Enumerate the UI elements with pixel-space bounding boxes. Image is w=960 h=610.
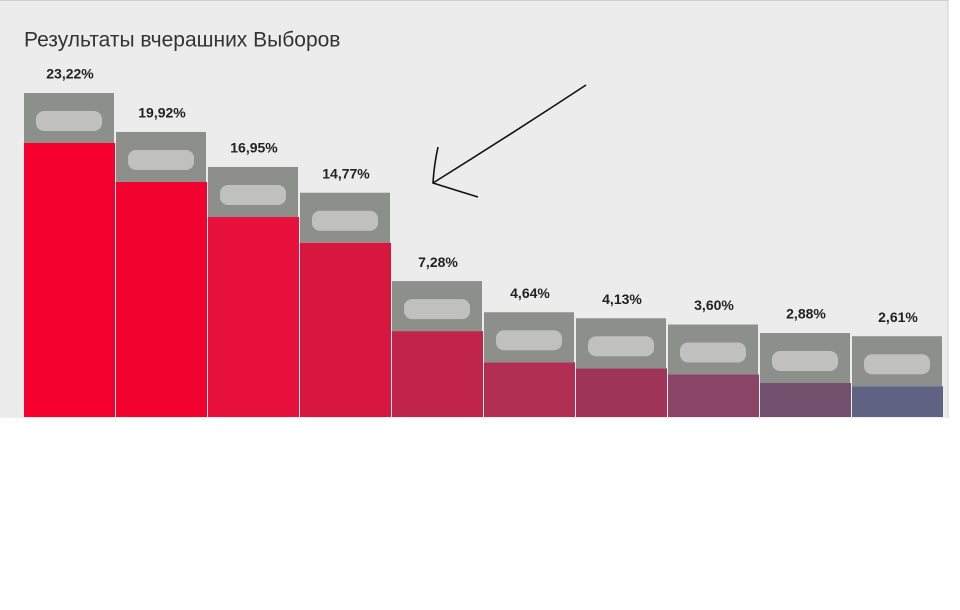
bar (116, 181, 207, 417)
bar-photo-detail (128, 149, 194, 170)
value-label: 2,88% (786, 306, 826, 322)
bar (852, 386, 943, 417)
bar (300, 242, 391, 417)
value-label: 2,61% (878, 309, 918, 325)
arrow-shaft (432, 84, 587, 184)
value-label: 14,77% (322, 165, 370, 181)
value-label: 19,92% (138, 105, 186, 121)
bar (392, 331, 483, 417)
bar (24, 143, 115, 417)
arrow (432, 84, 587, 198)
bar-photo-detail (588, 336, 654, 357)
bar (208, 216, 299, 417)
chart-title: Результаты вчерашних Выборов (24, 29, 340, 52)
bar-photo-detail (36, 111, 102, 132)
bar-photo-detail (864, 354, 930, 375)
bar-photo-detail (772, 351, 838, 372)
bar-photo-detail (680, 342, 746, 363)
bar-photo-detail (496, 330, 562, 351)
value-label: 23,22% (46, 66, 94, 82)
bar (668, 374, 759, 417)
value-label: 7,28% (418, 254, 458, 270)
value-label: 3,60% (694, 297, 734, 313)
value-label: 4,64% (510, 285, 550, 301)
value-label: 4,13% (602, 291, 642, 307)
bar (760, 383, 851, 417)
bar-photo-detail (220, 184, 286, 205)
arrow-head (432, 146, 479, 198)
bar (576, 368, 667, 417)
bar-photo-detail (404, 299, 470, 320)
bar (484, 362, 575, 417)
bar-photo-detail (312, 210, 378, 231)
value-label: 16,95% (230, 140, 278, 156)
